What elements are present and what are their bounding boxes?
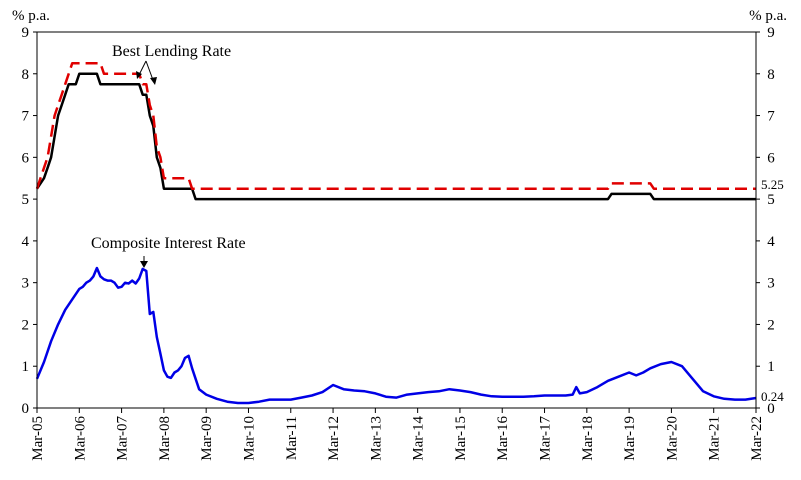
y-tick-label-left: 0 [22, 401, 30, 417]
annotation-arrow-best-lending-2 [145, 60, 154, 81]
x-tick-label: Mar-12 [326, 416, 342, 461]
y-axis-left: 0 1 2 3 4 5 6 7 8 9 [22, 25, 30, 417]
y-tick-label-right: 3 [767, 276, 775, 292]
y-tick-label-left: 8 [22, 67, 30, 83]
y-tick-label-right: 1 [767, 359, 775, 375]
y-tick-label-left: 2 [22, 317, 30, 333]
x-tick-label: Mar-15 [453, 416, 469, 461]
plot-lines [35, 62, 757, 405]
axis-ticks [33, 31, 760, 413]
x-tick-label: Mar-05 [30, 416, 46, 461]
y-tick-label-right: 7 [767, 109, 775, 125]
y-tick-label-right: 0 [767, 401, 775, 417]
x-tick-label: Mar-14 [411, 416, 427, 461]
x-tick-label: Mar-13 [368, 416, 384, 461]
y-tick-label-left: 1 [22, 359, 30, 375]
y-tick-label-right: 4 [767, 234, 775, 250]
x-tick-label: Mar-21 [707, 416, 723, 461]
y-tick-label-left: 5 [22, 192, 30, 208]
x-tick-label: Mar-20 [664, 416, 680, 461]
y-tick-label-left: 4 [22, 234, 30, 250]
x-tick-label: Mar-07 [115, 416, 131, 461]
x-tick-label: Mar-10 [242, 416, 258, 461]
y-tick-label-right: 6 [767, 150, 775, 166]
x-tick-label: Mar-19 [622, 416, 638, 461]
series-line-best-lending-rate [35, 72, 756, 201]
y-tick-label-left: 3 [22, 276, 30, 292]
plot-frame [36, 31, 757, 409]
annotation-arrowhead-best-lending-2 [150, 77, 157, 85]
y-tick-label-left: 9 [22, 25, 30, 41]
annotation-arrow-best-lending-1 [138, 60, 147, 76]
y-tick-label-right: 9 [767, 25, 775, 41]
x-tick-label: Mar-16 [495, 416, 511, 461]
end-label-upper: 5.25 [761, 177, 784, 192]
x-axis: Mar-05 Mar-06 Mar-07 Mar-08 Mar-09 Mar-10 Mar-… [30, 416, 765, 461]
annotation-arrowhead-best-lending-1 [136, 71, 142, 79]
annotation-arrowhead-composite [140, 261, 148, 268]
y-tick-label-right: 5 [767, 192, 775, 208]
x-tick-label: Mar-22 [749, 416, 765, 461]
x-tick-label: Mar-11 [284, 416, 300, 460]
series-line-dashed-1 [35, 62, 756, 190]
x-tick-label: Mar-18 [580, 416, 596, 461]
y-tick-label-right: 2 [767, 317, 775, 333]
annotation-composite-interest-rate: Composite Interest Rate [91, 235, 246, 252]
series-line-composite-interest-rate [35, 266, 757, 405]
y-tick-label-right: 8 [767, 67, 775, 83]
x-tick-label: Mar-17 [538, 416, 554, 461]
end-label-lower: 0.24 [761, 389, 784, 404]
annotation-best-lending-rate: Best Lending Rate [112, 43, 231, 60]
y-axis-right: 0 1 2 3 4 5 6 7 8 9 [767, 25, 775, 417]
x-tick-label: Mar-09 [199, 416, 215, 461]
y-tick-label-left: 6 [22, 150, 30, 166]
x-tick-label: Mar-06 [72, 416, 88, 461]
y-tick-label-left: 7 [22, 109, 30, 125]
y-unit-right: % p.a. [749, 8, 787, 24]
x-tick-label: Mar-08 [157, 416, 173, 461]
y-unit-left: % p.a. [12, 8, 50, 24]
